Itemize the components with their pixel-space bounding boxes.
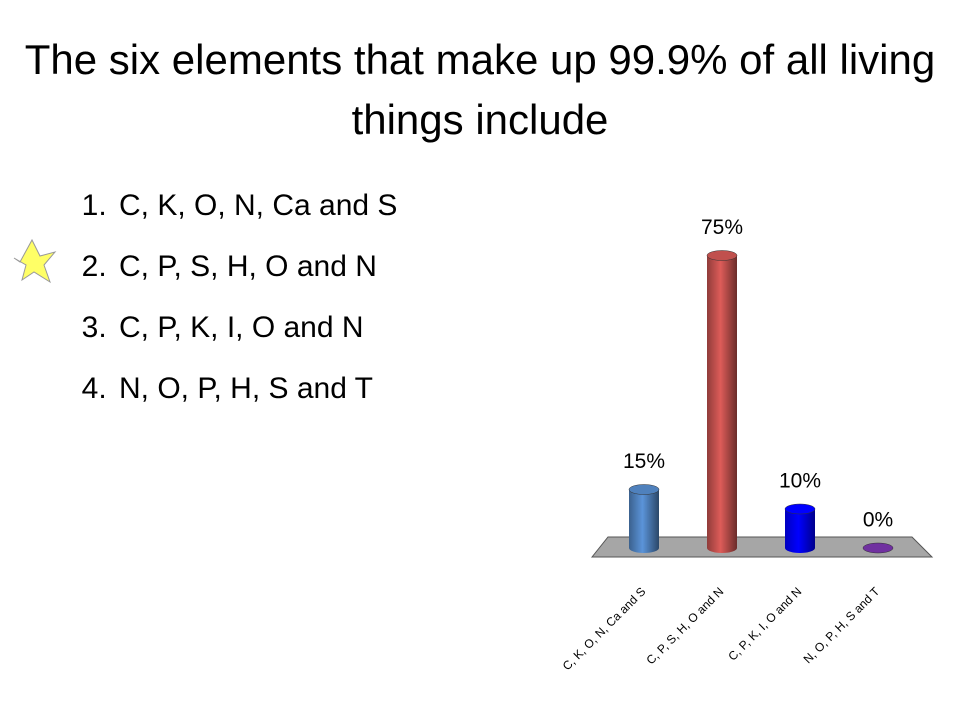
bar bbox=[862, 542, 894, 554]
x-tick-label: N, O, P, H, S and T bbox=[801, 584, 883, 666]
bar-body bbox=[629, 489, 659, 548]
bar-top bbox=[628, 484, 660, 495]
value-label: 15% bbox=[623, 450, 665, 473]
bar bbox=[628, 484, 660, 553]
bar-body bbox=[785, 509, 815, 548]
bar-bottom bbox=[629, 543, 659, 553]
x-tick-label: C, P, K, I, O and N bbox=[725, 584, 804, 663]
answer-option: C, P, S, H, O and N bbox=[115, 236, 397, 297]
bar-bottom bbox=[707, 543, 737, 553]
chart-floor bbox=[590, 536, 934, 558]
x-tick-label: C, K, O, N, Ca and S bbox=[560, 584, 649, 673]
bar-bottom bbox=[785, 543, 815, 553]
x-tick-label: C, P, S, H, O and N bbox=[644, 584, 727, 667]
bar-top bbox=[706, 250, 738, 261]
answer-option: N, O, P, H, S and T bbox=[115, 358, 397, 419]
bar-top bbox=[784, 503, 816, 515]
value-label: 0% bbox=[863, 509, 893, 532]
slide-title: The six elements that make up 99.9% of a… bbox=[24, 36, 936, 143]
correct-star bbox=[13, 238, 57, 284]
bar bbox=[706, 250, 738, 553]
bar-body bbox=[707, 255, 737, 548]
answer-list: C, K, O, N, Ca and SC, P, S, H, O and NC… bbox=[60, 175, 397, 419]
bar-top bbox=[862, 542, 894, 554]
answer-option: C, K, O, N, Ca and S bbox=[115, 175, 397, 236]
value-label: 10% bbox=[779, 470, 821, 493]
value-label: 75% bbox=[701, 216, 743, 239]
answer-option: C, P, K, I, O and N bbox=[115, 297, 397, 358]
bar bbox=[784, 503, 816, 553]
